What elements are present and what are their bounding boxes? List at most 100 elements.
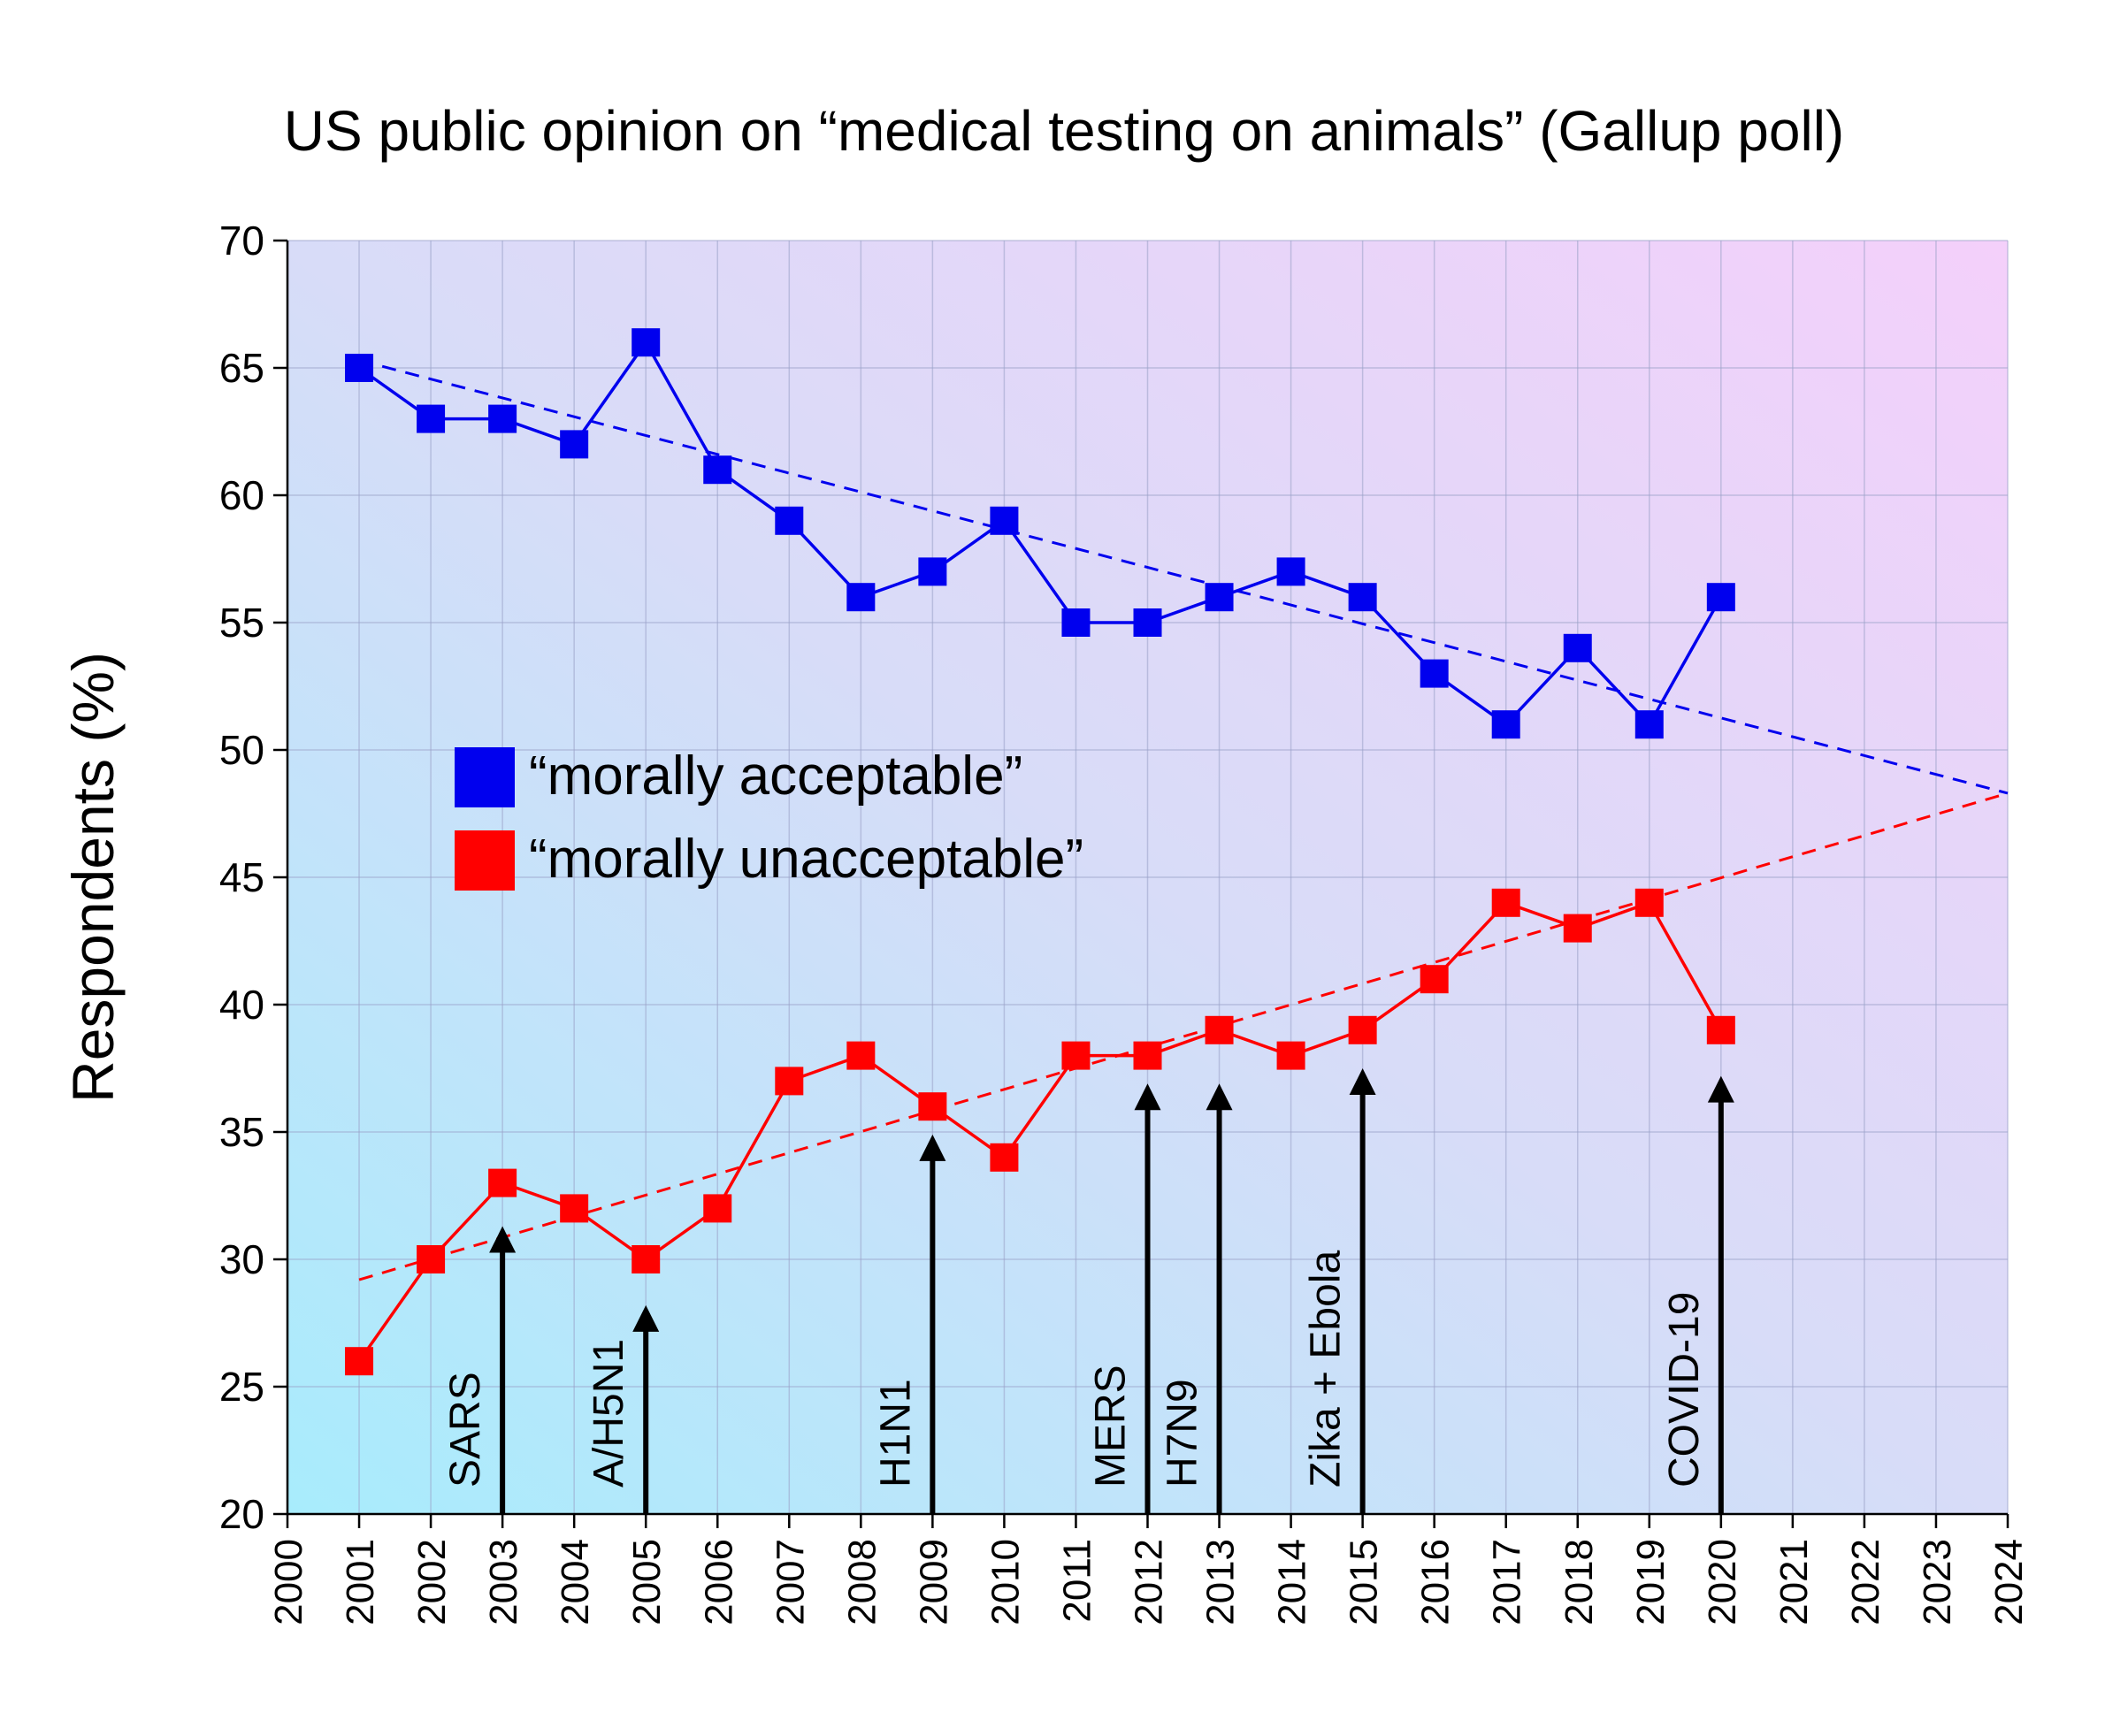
x-tick-label: 2004 <box>554 1539 597 1625</box>
data-point-0-2013 <box>1205 583 1234 612</box>
y-tick-label: 60 <box>219 472 264 518</box>
data-point-0-2008 <box>846 583 876 612</box>
x-tick-label: 2011 <box>1055 1539 1098 1623</box>
event-arrow-head <box>632 1304 660 1332</box>
data-point-1-2010 <box>990 1143 1019 1172</box>
data-point-0-2009 <box>918 557 947 586</box>
trend-line-0 <box>358 358 2009 795</box>
data-point-0-2010 <box>990 506 1019 535</box>
x-tick-label: 2001 <box>339 1539 382 1625</box>
legend-swatch-morally-acceptable <box>455 747 515 807</box>
event-label: H1N1 <box>872 1379 919 1487</box>
event-label: Zika + Ebola <box>1303 1250 1350 1487</box>
data-point-0-2006 <box>703 455 732 485</box>
data-point-1-2007 <box>775 1067 804 1096</box>
data-point-1-2006 <box>703 1194 732 1223</box>
event-arrow-head <box>489 1226 517 1253</box>
x-tick-label: 2002 <box>410 1539 454 1625</box>
x-tick-label: 2022 <box>1844 1539 1887 1625</box>
x-tick-label: 2023 <box>1916 1539 1959 1625</box>
y-tick-label: 40 <box>219 982 264 1028</box>
data-point-0-2005 <box>632 328 661 357</box>
data-point-1-2012 <box>1133 1041 1162 1070</box>
event-label: SARS <box>442 1372 489 1487</box>
data-point-1-2013 <box>1205 1015 1234 1044</box>
x-tick-label: 2024 <box>1987 1539 2031 1625</box>
data-point-1-2008 <box>846 1041 876 1070</box>
x-tick-label: 2020 <box>1701 1539 1744 1625</box>
x-tick-label: 2018 <box>1558 1539 1601 1625</box>
data-point-0-2018 <box>1563 633 1592 662</box>
event-arrow-head <box>919 1134 946 1161</box>
data-point-1-2009 <box>918 1092 947 1121</box>
y-tick-label: 65 <box>219 345 264 391</box>
x-tick-label: 2010 <box>984 1539 1027 1625</box>
data-point-0-2001 <box>345 354 374 382</box>
data-point-0-2011 <box>1061 608 1091 637</box>
event-label: H7N9 <box>1160 1379 1206 1487</box>
y-tick-label: 35 <box>219 1109 264 1155</box>
x-tick-label: 2014 <box>1271 1539 1314 1625</box>
event-label: COVID-19 <box>1661 1292 1708 1487</box>
x-tick-label: 2005 <box>625 1539 669 1625</box>
data-point-0-2003 <box>488 404 517 433</box>
y-tick-label: 55 <box>219 600 264 646</box>
data-point-1-2016 <box>1420 965 1449 994</box>
x-tick-label: 2009 <box>912 1539 955 1625</box>
x-tick-label: 2013 <box>1199 1539 1243 1625</box>
data-point-0-2007 <box>775 506 804 535</box>
x-tick-label: 2008 <box>840 1539 884 1625</box>
y-tick-label: 25 <box>219 1364 264 1410</box>
data-point-0-2017 <box>1491 710 1520 739</box>
chart-title: US public opinion on “medical testing on… <box>284 99 1844 163</box>
data-point-0-2016 <box>1420 659 1449 688</box>
data-point-1-2020 <box>1706 1015 1735 1044</box>
data-point-0-2019 <box>1634 710 1664 739</box>
x-tick-label: 2000 <box>267 1539 310 1625</box>
data-point-1-2003 <box>488 1168 517 1197</box>
data-point-0-2020 <box>1706 583 1735 612</box>
data-point-1-2004 <box>560 1194 589 1223</box>
y-tick-label: 70 <box>219 218 264 264</box>
event-label: A/H5N1 <box>586 1339 632 1487</box>
data-point-1-2002 <box>417 1245 446 1273</box>
y-tick-label: 20 <box>219 1491 264 1537</box>
x-tick-label: 2006 <box>697 1539 740 1625</box>
data-point-0-2004 <box>560 430 589 459</box>
y-tick-label: 50 <box>219 727 264 773</box>
x-tick-label: 2019 <box>1629 1539 1673 1625</box>
event-arrow-head <box>1206 1083 1233 1111</box>
legend-label-morally-acceptable: “morally acceptable” <box>529 746 1022 807</box>
legend-label-morally-unacceptable: “morally unacceptable” <box>529 829 1083 890</box>
data-point-0-2014 <box>1276 557 1305 586</box>
data-point-1-2005 <box>632 1245 661 1273</box>
event-arrow-head <box>1349 1068 1376 1095</box>
annotations: SARS A/H5N1 H1N1 MERS H7N9 Zika + Ebola COVID-… <box>442 1068 1734 1514</box>
event-label: MERS <box>1088 1365 1135 1487</box>
data-point-0-2015 <box>1348 583 1377 612</box>
legend: “morally acceptable” “morally unacceptab… <box>455 746 1083 891</box>
x-tick-label: 2007 <box>769 1539 812 1625</box>
event-arrow-head <box>1707 1075 1734 1103</box>
data-point-1-2018 <box>1563 914 1592 943</box>
data-point-1-2017 <box>1491 888 1520 917</box>
data-point-1-2001 <box>345 1347 374 1376</box>
x-tick-label: 2016 <box>1414 1539 1458 1625</box>
data-point-1-2014 <box>1276 1041 1305 1070</box>
x-tick-label: 2003 <box>482 1539 525 1625</box>
trend-lines <box>358 358 2009 1281</box>
data-point-1-2019 <box>1634 888 1664 917</box>
y-tick-label: 45 <box>219 854 264 900</box>
data-point-1-2011 <box>1061 1041 1091 1070</box>
data-point-1-2015 <box>1348 1015 1377 1044</box>
x-tick-label: 2017 <box>1486 1539 1529 1625</box>
series-markers <box>345 328 1735 1376</box>
x-tick-label: 2015 <box>1343 1539 1386 1625</box>
legend-swatch-morally-unacceptable <box>455 830 515 891</box>
data-point-0-2012 <box>1133 608 1162 637</box>
x-tick-label: 2012 <box>1128 1539 1171 1625</box>
event-arrow-head <box>1134 1083 1161 1111</box>
x-tick-label: 2021 <box>1772 1539 1816 1625</box>
y-axis-label: Respondents (%) <box>60 652 126 1103</box>
